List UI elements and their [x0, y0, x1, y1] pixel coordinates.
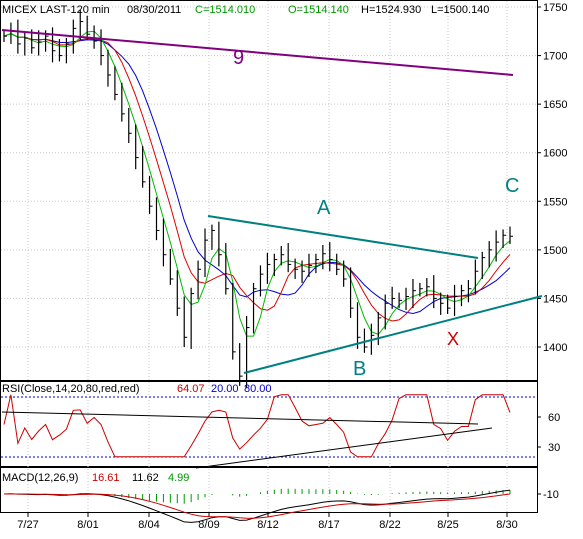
- macd-signal-line: [4, 493, 511, 519]
- price-tick-label: 1700: [543, 51, 567, 63]
- macd-value: 16.61: [92, 472, 120, 484]
- rsi-lower-value: 20.00: [211, 383, 239, 395]
- price-tick-label: 1500: [543, 245, 567, 257]
- time-tick-label: 8/30: [496, 519, 517, 531]
- time-tick-label: 7/27: [17, 519, 38, 531]
- price-bars: [3, 9, 513, 388]
- label-wave-9: 9: [233, 47, 244, 69]
- label-point-c: C: [505, 175, 519, 197]
- rsi-tick-60: 60: [548, 412, 560, 424]
- time-tick-label: 8/12: [257, 519, 278, 531]
- macd-panel-frame: [0, 467, 538, 513]
- ma-slow-line: [3, 33, 511, 315]
- price-tick-label: 1600: [543, 148, 567, 160]
- price-tick-label: 1450: [543, 293, 567, 305]
- header-date: 08/30/2011: [127, 4, 181, 16]
- price-panel-frame: [0, 0, 538, 381]
- time-axis: 7/27 8/01 8/04 8/09 8/12 8/17 8/22 8/25 8/30: [17, 513, 518, 531]
- macd-hist-value: 4.99: [168, 472, 189, 484]
- label-point-b: B: [353, 358, 366, 380]
- time-tick-label: 8/17: [318, 519, 339, 531]
- time-tick-label: 8/25: [437, 519, 458, 531]
- price-axis: 1400 1450 1500 1550 1600 1650 1700 1750: [537, 2, 567, 354]
- label-point-x: X: [447, 329, 459, 349]
- time-tick-label: 8/09: [198, 519, 219, 531]
- rsi-value: 64.07: [177, 383, 205, 395]
- support-line: [243, 295, 543, 374]
- header-high: H=1524.930: [361, 4, 421, 16]
- time-tick-label: 8/01: [77, 519, 98, 531]
- macd-label: MACD(12,26,9): [2, 472, 78, 484]
- header-low: L=1500.140: [431, 4, 489, 16]
- time-tick-label: 8/04: [138, 519, 159, 531]
- price-tick-label: 1650: [543, 99, 567, 111]
- macd-signal-value: 11.62: [132, 472, 159, 484]
- wave-9-line: [1, 29, 514, 76]
- ma-fast-line: [3, 30, 511, 337]
- rsi-trendline-upper: [1, 411, 479, 425]
- time-tick-label: 8/22: [379, 519, 400, 531]
- rsi-label: RSI(Close,14,20,80,red,red): [2, 383, 140, 395]
- macd-line: [3, 489, 511, 523]
- price-tick-label: 1550: [543, 196, 567, 208]
- rsi-tick-30: 30: [548, 442, 560, 454]
- rsi-upper-value: 80.00: [244, 383, 272, 395]
- header-close: C=1514.010: [195, 4, 255, 16]
- price-tick-label: 1400: [543, 342, 567, 354]
- rsi-trendline-lower: [195, 427, 493, 469]
- price-tick-label: 1750: [543, 2, 567, 14]
- rsi-line: [3, 394, 511, 458]
- macd-tick-minus10: -10: [543, 489, 559, 501]
- header-symbol: MICEX LAST-120 min: [2, 4, 110, 16]
- ma-mid-line: [3, 33, 511, 322]
- header-open: O=1514.140: [288, 4, 349, 16]
- label-point-a: A: [317, 197, 331, 219]
- resistance-line: [207, 215, 479, 259]
- grid-layer: [1, 1, 537, 512]
